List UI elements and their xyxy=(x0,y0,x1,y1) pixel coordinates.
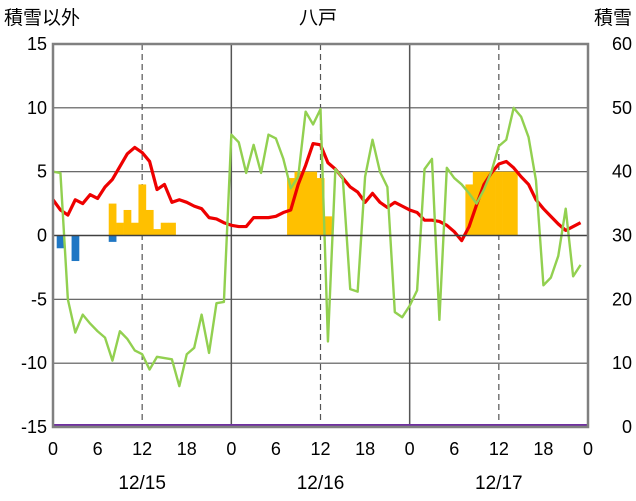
precip-bar xyxy=(316,178,325,236)
axis-frame xyxy=(51,42,590,429)
date-label: 12/15 xyxy=(118,473,166,494)
x-tick-label: 6 xyxy=(449,439,459,459)
precip-bar xyxy=(145,209,154,236)
x-tick-label: 0 xyxy=(48,439,58,459)
left-tick-label: -5 xyxy=(31,289,47,309)
precip-bar xyxy=(309,171,318,236)
right-tick-label: 60 xyxy=(612,34,632,54)
bar-layer xyxy=(56,171,518,262)
left-tick-label: 0 xyxy=(37,226,47,246)
precip-bar xyxy=(509,171,518,236)
right-tick-label: 40 xyxy=(612,162,632,182)
precip-bar xyxy=(502,171,511,236)
left-axis-title: 積雪以外 xyxy=(4,7,80,29)
precip-bar xyxy=(160,222,169,236)
x-tick-label: 0 xyxy=(226,439,236,459)
precip-bar xyxy=(153,229,162,236)
line-layer xyxy=(51,106,588,427)
precip-bar xyxy=(301,171,310,236)
right-tick-label: 30 xyxy=(612,226,632,246)
right-tick-label: 50 xyxy=(612,98,632,118)
green_series-line xyxy=(52,106,582,388)
left-tick-label: 10 xyxy=(27,98,47,118)
right-tick-label: 20 xyxy=(612,289,632,309)
x-tick-label: 0 xyxy=(405,439,415,459)
right-tick-label: 0 xyxy=(622,417,632,437)
left-tick-label: -10 xyxy=(21,353,47,373)
precip-bar xyxy=(480,171,488,236)
x-tick-label: 12 xyxy=(132,439,152,459)
left-tick-label: 15 xyxy=(27,34,47,54)
precip-bar xyxy=(108,203,117,236)
right-axis-title: 積雪 xyxy=(594,7,632,29)
precip-bar xyxy=(495,171,503,236)
precip-bar xyxy=(116,222,124,236)
x-tick-label: 18 xyxy=(533,439,553,459)
x-tick-label: 0 xyxy=(583,439,593,459)
precip-bar xyxy=(123,209,132,236)
chart-title: 八戸 xyxy=(299,8,337,29)
precip-bar xyxy=(131,222,139,236)
x-tick-label: 12 xyxy=(310,439,330,459)
blue-bar xyxy=(56,235,65,249)
left-tick-label: -15 xyxy=(21,417,47,437)
precip-bar xyxy=(465,184,474,236)
precip-bar xyxy=(324,216,332,236)
x-tick-label: 12 xyxy=(489,439,509,459)
x-tick-label: 6 xyxy=(93,439,103,459)
x-tick-label: 6 xyxy=(271,439,281,459)
precip-bar xyxy=(487,171,496,236)
plot-frame xyxy=(51,42,590,429)
blue-bar xyxy=(108,235,117,242)
date-label: 12/17 xyxy=(475,473,523,494)
date-label: 12/16 xyxy=(297,473,345,494)
right-tick-label: 10 xyxy=(612,353,632,373)
precip-bar xyxy=(294,171,303,236)
x-tick-label: 18 xyxy=(177,439,197,459)
left-tick-label: 5 xyxy=(37,162,47,182)
precip-bar xyxy=(138,184,147,236)
x-tick-label: 18 xyxy=(355,439,375,459)
precip-bar xyxy=(168,222,176,236)
blue-bar xyxy=(71,235,80,262)
